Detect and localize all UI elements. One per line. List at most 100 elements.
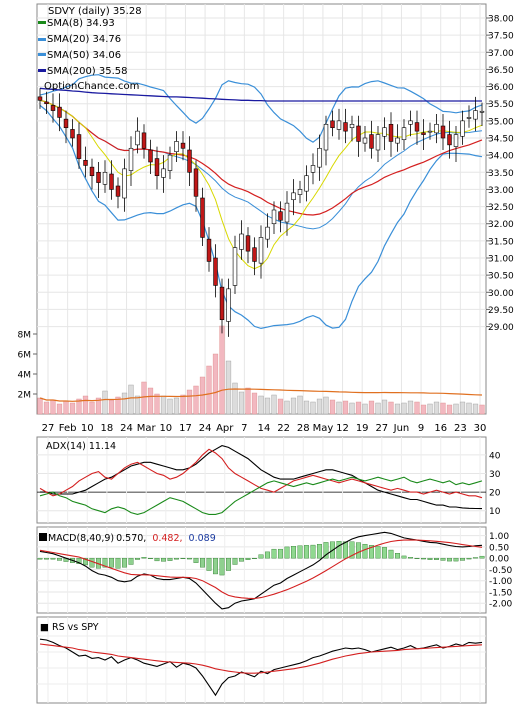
macd-tick-label: -0.50 (489, 566, 513, 576)
price-candle (297, 189, 303, 195)
bollinger-upper-band (39, 74, 483, 143)
macd-histogram-bar (37, 557, 43, 560)
chart-title: SDVY (daily) 35.28 (48, 6, 142, 17)
volume-bar (193, 385, 199, 415)
macd-histogram-bar (239, 557, 244, 562)
volume-bar (102, 390, 108, 415)
volume-bar (362, 403, 368, 415)
volume-bar (453, 403, 459, 415)
date-tick-label: 12 (336, 423, 349, 434)
macd-histogram-bar (232, 557, 238, 565)
date-tick-label: 27 (375, 423, 388, 434)
price-candle (167, 154, 173, 171)
macd-histogram-bar (388, 549, 394, 559)
price-candle (304, 175, 309, 192)
macd-histogram-bar (206, 557, 212, 571)
volume-bar (56, 403, 63, 415)
price-candle (284, 202, 290, 223)
price-candle (330, 120, 335, 129)
price-tick-label: 33.00 (488, 186, 514, 196)
volume-bar (303, 400, 310, 415)
price-candle (479, 110, 485, 113)
macd-histogram-bar (148, 557, 153, 559)
macd-tick-label: -2.00 (489, 600, 513, 610)
date-axis: 27 Feb 10 18 24 Mar 10 17 24 Apr 7 14 22 28 May 12 19 27 J… (42, 423, 487, 434)
date-tick-label: 9 (418, 423, 424, 434)
macd-histogram-bar (102, 557, 108, 568)
price-candle (343, 122, 348, 132)
volume-bar (225, 360, 232, 415)
price-tick-label: 37.50 (488, 32, 514, 42)
volume-bar (108, 399, 115, 415)
volume-bar (180, 394, 186, 415)
volume-bar (355, 401, 362, 415)
volume-bar (43, 401, 50, 415)
price-candle (349, 123, 355, 129)
price-tick-label: 35.00 (488, 117, 514, 127)
adx-axis-ticks: 40 30 20 10 (489, 451, 501, 517)
price-tick-label: 37.00 (488, 49, 514, 59)
macd-histogram-bar (271, 548, 277, 559)
rs-lines (39, 638, 483, 697)
macd-histogram-bar (427, 557, 433, 560)
price-candle (421, 132, 426, 135)
price-candle (70, 129, 75, 139)
price-candle (434, 123, 439, 134)
price-candle (336, 120, 342, 130)
volume-bar (284, 400, 290, 415)
macd-histogram-bar (154, 557, 160, 562)
volume-bar (440, 402, 446, 415)
volume-bar (219, 325, 225, 415)
macd-histogram-bar (421, 557, 426, 560)
volume-bar (446, 404, 453, 415)
macd-histogram-bar (57, 557, 62, 561)
volume-bar (258, 395, 264, 415)
macd-histogram-bar (434, 557, 439, 560)
volume-bar (95, 397, 102, 415)
price-candle (323, 123, 329, 151)
price-candle (310, 165, 316, 173)
price-candle (96, 171, 101, 183)
volume-bar (472, 403, 479, 415)
volume-bar (167, 398, 173, 415)
macd-legend: MACD(8,40,9) 0.570, 0.482, 0.089 (39, 533, 216, 544)
volume-bar (206, 365, 212, 415)
macd-histogram-bar (414, 557, 420, 559)
price-candle (213, 257, 218, 286)
price-tick-label: 32.50 (488, 203, 514, 213)
rs-panel: ■ RS vs SPY (36, 616, 487, 704)
price-candle (154, 158, 160, 177)
date-tick-label: 18 (101, 423, 114, 434)
bollinger-lower-band (39, 104, 483, 330)
volume-bar (401, 402, 407, 415)
price-candle (291, 192, 296, 201)
price-candle (219, 286, 225, 321)
volume-bar (173, 397, 180, 415)
rs-series-line (39, 643, 483, 674)
date-tick-label: Feb (59, 423, 77, 434)
watermark: OptionChance.com (44, 81, 139, 92)
macd-histogram-bar (193, 557, 199, 563)
volume-bar (459, 401, 466, 415)
volume-bar (316, 398, 323, 415)
price-candle (362, 137, 368, 144)
price-candle (401, 127, 407, 141)
legend-sma50-swatch (38, 53, 46, 56)
volume-bar (427, 403, 433, 415)
volume-bar (141, 381, 147, 415)
volume-bar (238, 391, 245, 415)
price-candle (76, 134, 82, 159)
volume-bar (433, 401, 440, 415)
price-candle (122, 168, 127, 199)
volume-bar (271, 394, 277, 415)
date-tick-label: 28 (297, 423, 310, 434)
macd-histogram-bar (395, 553, 400, 559)
volume-bar (50, 399, 56, 415)
date-tick-label: 16 (434, 423, 447, 434)
volume-bar (121, 392, 128, 415)
macd-histogram-bar (369, 545, 374, 559)
price-candle (226, 288, 231, 322)
volume-bar (37, 397, 43, 415)
macd-histogram-bar (200, 557, 205, 568)
